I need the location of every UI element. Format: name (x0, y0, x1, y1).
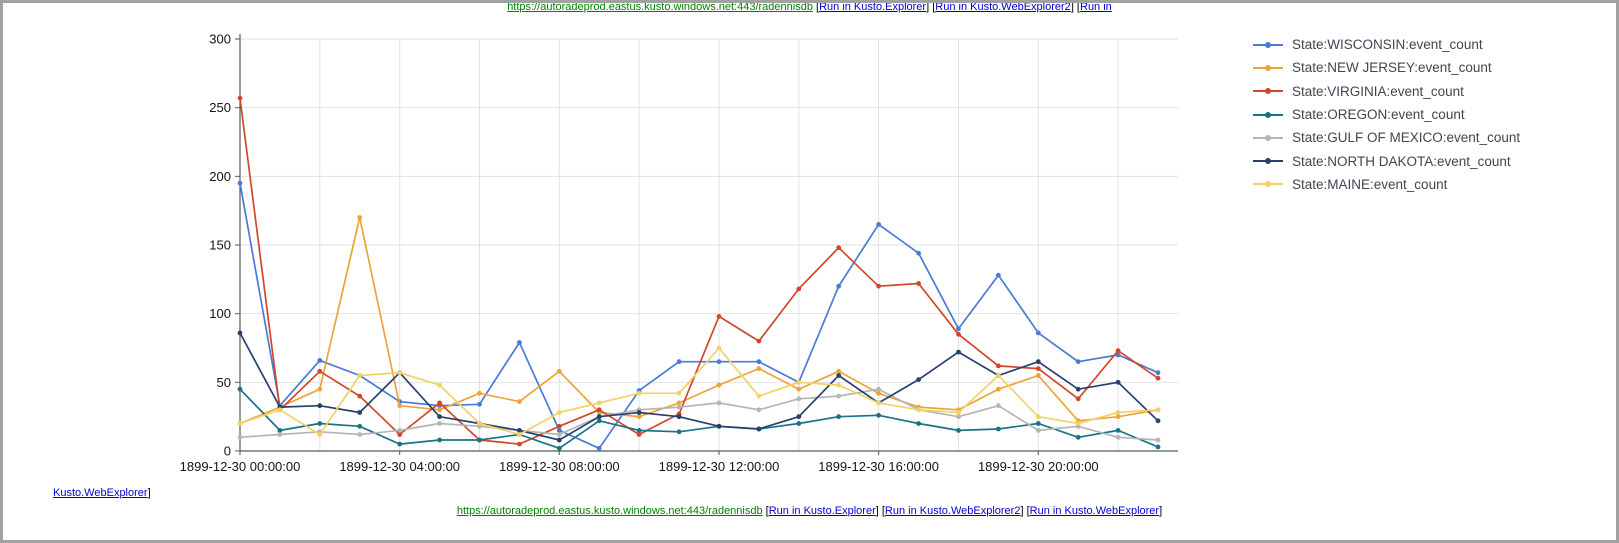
legend-item[interactable]: State:VIRGINIA:event_count (1251, 80, 1520, 103)
run-in-link[interactable]: Run in Kusto.Explorer (768, 505, 876, 517)
bracket-open: [ (1073, 1, 1080, 13)
svg-text:1899-12-30 16:00:00: 1899-12-30 16:00:00 (818, 459, 939, 474)
bracket-close: ] (926, 1, 930, 13)
legend-item[interactable]: State:NORTH DAKOTA:event_count (1251, 149, 1520, 172)
line-chart: 0 50 100 150 200 250 300 1899-12-30 00:00:00 189… (180, 32, 1178, 474)
chart-legend: State:WISCONSIN:event_count State:NEW JE… (1251, 33, 1520, 196)
svg-text:50: 50 (217, 375, 231, 390)
svg-text:1899-12-30 00:00:00: 1899-12-30 00:00:00 (180, 459, 301, 474)
legend-item-label: State:MAINE:event_count (1292, 176, 1448, 192)
legend-item[interactable]: State:MAINE:event_count (1251, 173, 1520, 196)
svg-text:150: 150 (209, 238, 231, 253)
run-in-link[interactable]: Run in Kusto.WebExplorer (1029, 505, 1160, 517)
bottom-left-link-bar: Kusto.WebExplorer] (53, 487, 151, 499)
run-in-link[interactable]: Run in Kusto.WebExplorer2 (935, 1, 1071, 13)
legend-item-label: State:VIRGINIA:event_count (1292, 83, 1464, 99)
bracket-open: [ (929, 1, 936, 13)
legend-item[interactable]: State:GULF OF MEXICO:event_count (1251, 126, 1520, 149)
legend-series-line-icon (1253, 64, 1283, 71)
legend-item[interactable]: State:WISCONSIN:event_count (1251, 33, 1520, 56)
svg-text:0: 0 (224, 444, 231, 459)
cluster-url-link[interactable]: https://autoradeprod.eastus.kusto.window… (507, 1, 813, 13)
bracket-open: [ (1023, 505, 1030, 517)
legend-series-line-icon (1253, 41, 1283, 48)
legend-item[interactable]: State:OREGON:event_count (1251, 103, 1520, 126)
bracket-close: ] (1020, 505, 1024, 517)
bottom-link-bar: https://autoradeprod.eastus.kusto.window… (3, 505, 1616, 517)
svg-text:200: 200 (209, 169, 231, 184)
run-in-link[interactable]: Run in (1080, 1, 1112, 13)
svg-text:1899-12-30 20:00:00: 1899-12-30 20:00:00 (978, 459, 1099, 474)
legend-series-line-icon (1253, 181, 1283, 188)
svg-text:1899-12-30 08:00:00: 1899-12-30 08:00:00 (499, 459, 620, 474)
svg-text:1899-12-30 12:00:00: 1899-12-30 12:00:00 (659, 459, 780, 474)
svg-text:300: 300 (209, 32, 231, 47)
top-link-bar: https://autoradeprod.eastus.kusto.window… (3, 1, 1616, 13)
bracket-open: [ (812, 1, 820, 13)
cluster-url-link[interactable]: https://autoradeprod.eastus.kusto.window… (456, 505, 763, 517)
legend-item-label: State:OREGON:event_count (1292, 107, 1465, 123)
legend-item-label: State:NORTH DAKOTA:event_count (1292, 153, 1511, 169)
bracket-close: ] (1070, 1, 1074, 13)
legend-series-line-icon (1253, 158, 1283, 165)
run-in-link[interactable]: Run in Kusto.Explorer (819, 1, 927, 13)
bracket-close: ] (147, 487, 151, 499)
bracket-close: ] (875, 505, 879, 517)
svg-text:100: 100 (209, 306, 231, 321)
legend-item-label: State:GULF OF MEXICO:event_count (1292, 130, 1521, 146)
run-in-link[interactable]: Run in Kusto.WebExplorer2 (884, 505, 1021, 517)
bracket-open: [ (878, 505, 885, 517)
legend-item[interactable]: State:NEW JERSEY:event_count (1251, 56, 1520, 79)
bracket-open: [ (762, 505, 769, 517)
svg-text:1899-12-30 04:00:00: 1899-12-30 04:00:00 (339, 459, 460, 474)
wrapped-webexplorer-link[interactable]: Kusto.WebExplorer (53, 487, 148, 499)
legend-item-label: State:NEW JERSEY:event_count (1292, 60, 1492, 76)
bracket-close: ] (1159, 505, 1163, 517)
legend-item-label: State:WISCONSIN:event_count (1292, 37, 1483, 53)
legend-series-line-icon (1253, 111, 1283, 118)
svg-text:250: 250 (209, 100, 231, 115)
legend-series-line-icon (1253, 88, 1283, 95)
legend-series-line-icon (1253, 134, 1283, 141)
